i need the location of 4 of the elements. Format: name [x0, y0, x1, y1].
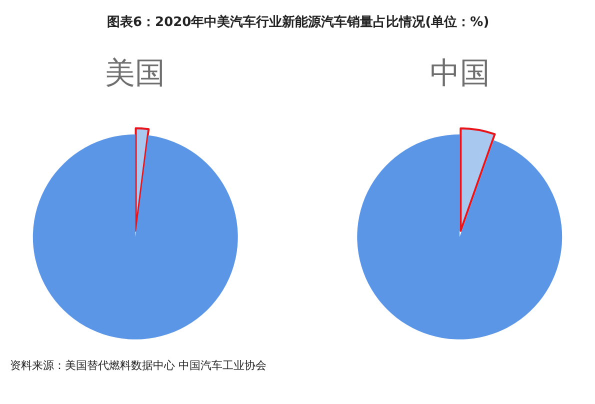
text: 资料来源：美国替代燃料数据中心 中国汽车工业协会 — [10, 359, 266, 372]
text: 图表6：2020年中美汽车行业新能源汽车销量占比情况(单位：%) — [107, 14, 490, 30]
chart-title: 美国 — [105, 56, 165, 91]
chart-title: 中国 — [430, 56, 490, 91]
